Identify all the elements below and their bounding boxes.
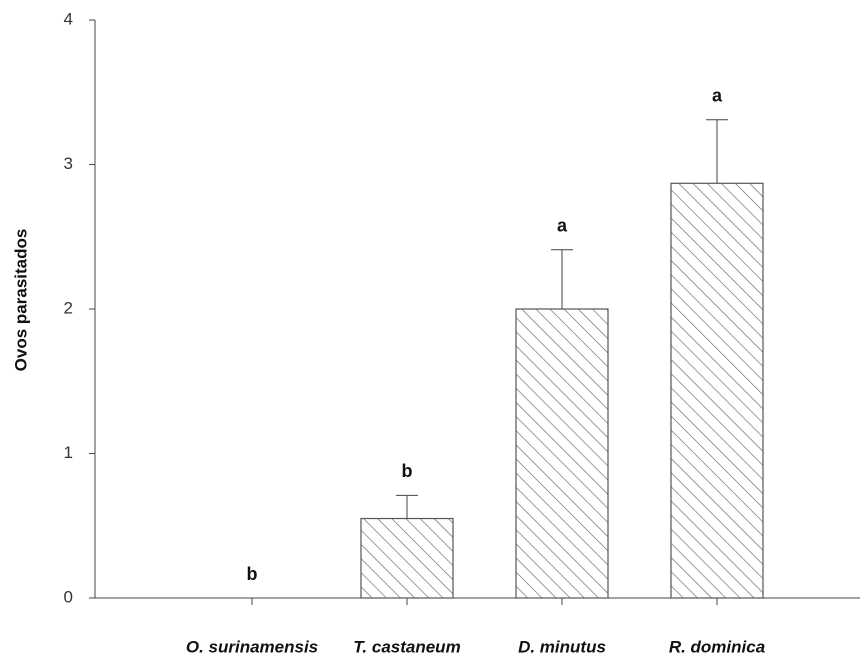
y-tick-label: 1	[64, 443, 73, 462]
x-tick-label: T. castaneum	[353, 637, 460, 656]
x-tick-label: R. dominica	[669, 637, 765, 656]
annotation: b	[402, 461, 413, 481]
annotation: b	[247, 564, 258, 584]
y-tick-label: 0	[64, 587, 73, 606]
y-axis-label: Ovos parasitados	[11, 229, 30, 372]
y-tick-label: 3	[64, 154, 73, 173]
annotation: a	[712, 85, 723, 105]
bar	[360, 517, 454, 599]
bar	[515, 308, 609, 599]
y-tick-label: 4	[64, 9, 73, 28]
y-tick-label: 2	[64, 298, 73, 317]
annotation: a	[557, 216, 568, 236]
x-tick-label: D. minutus	[518, 637, 606, 656]
bar	[670, 182, 764, 599]
x-tick-label: O. surinamensis	[186, 637, 318, 656]
